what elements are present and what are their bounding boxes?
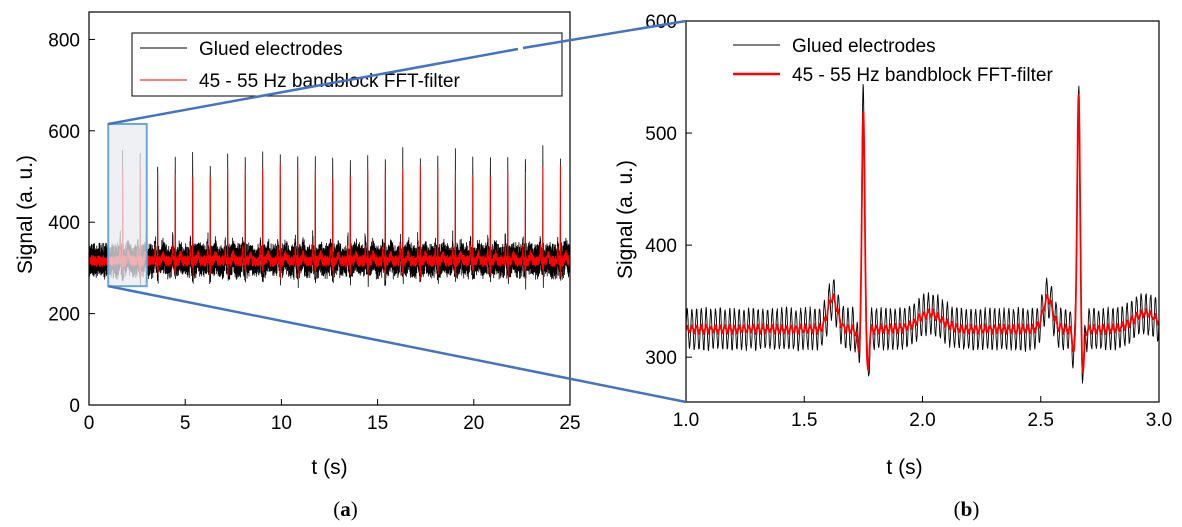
x-tick-label: 1.5 xyxy=(791,410,817,431)
chart-b-traces xyxy=(686,84,1159,384)
legend-label-glued: Glued electrodes xyxy=(199,39,343,60)
x-tick-label: 2.0 xyxy=(909,410,935,431)
y-tick-label: 600 xyxy=(645,12,677,33)
x-tick-label: 10 xyxy=(271,413,292,434)
chart-b-y-ticks: 300 400 500 600 xyxy=(645,12,692,369)
x-tick-label: 20 xyxy=(463,413,484,434)
y-tick-label: 600 xyxy=(48,122,80,143)
zoom-connector-lower xyxy=(107,284,687,404)
legend-label-filtered: 45 - 55 Hz bandblock FFT-filter xyxy=(199,71,460,92)
y-tick-label: 200 xyxy=(48,305,80,326)
x-tick-label: 0 xyxy=(84,413,95,434)
chart-b-x-axis-label: t (s) xyxy=(886,456,922,479)
x-tick-label: 15 xyxy=(367,413,388,434)
legend-label-filtered: 45 - 55 Hz bandblock FFT-filter xyxy=(792,65,1053,86)
zoom-connector-upper-right xyxy=(522,19,687,50)
chart-a-legend-box xyxy=(131,32,563,97)
chart-a-legend: Glued electrodes 45 - 55 Hz bandblock FF… xyxy=(131,32,563,97)
x-tick-label: 25 xyxy=(559,413,580,434)
y-tick-label: 400 xyxy=(48,213,80,234)
y-tick-label: 300 xyxy=(645,348,677,369)
y-tick-label: 800 xyxy=(48,30,80,51)
x-tick-label: 5 xyxy=(180,413,191,434)
x-tick-label: 1.0 xyxy=(673,410,699,431)
x-tick-label: 2.5 xyxy=(1028,410,1054,431)
chart-b-legend: Glued electrodes 45 - 55 Hz bandblock FF… xyxy=(733,36,1053,86)
x-tick-label: 3.0 xyxy=(1146,410,1172,431)
chart-a-x-ticks: 0 5 10 15 20 25 xyxy=(84,399,581,434)
chart-panel-b: 1.0 1.5 2.0 2.5 3.0 300 400 500 600 t (s) Signa… xyxy=(614,12,1172,521)
chart-a-traces xyxy=(88,145,571,290)
y-tick-label: 0 xyxy=(69,396,80,417)
series-line-filtered xyxy=(686,93,1159,374)
series-line-glued xyxy=(88,145,571,290)
y-tick-label: 400 xyxy=(645,236,677,257)
chart-a-y-axis-label: Signal (a. u.) xyxy=(14,155,37,274)
chart-a-y-ticks: 0 200 400 600 800 xyxy=(48,30,95,417)
chart-panel-a: 0 5 10 15 20 25 0 200 400 600 800 t (s) Signal (a… xyxy=(14,11,581,521)
panel-label-a: (a) xyxy=(333,497,358,521)
legend-label-glued: Glued electrodes xyxy=(792,36,936,57)
panel-label-b: (b) xyxy=(954,497,980,521)
zoom-connector-upper-left xyxy=(108,47,519,126)
chart-b-y-axis-label: Signal (a. u.) xyxy=(614,160,637,279)
series-line-filtered xyxy=(88,164,571,281)
chart-b-x-ticks: 1.0 1.5 2.0 2.5 3.0 xyxy=(673,396,1172,431)
zoom-connectors xyxy=(107,19,687,404)
series-line-glued xyxy=(686,84,1159,384)
chart-a-x-axis-label: t (s) xyxy=(311,456,347,479)
y-tick-label: 500 xyxy=(645,124,677,145)
chart-a-frame xyxy=(88,11,571,406)
zoom-box xyxy=(107,122,148,288)
